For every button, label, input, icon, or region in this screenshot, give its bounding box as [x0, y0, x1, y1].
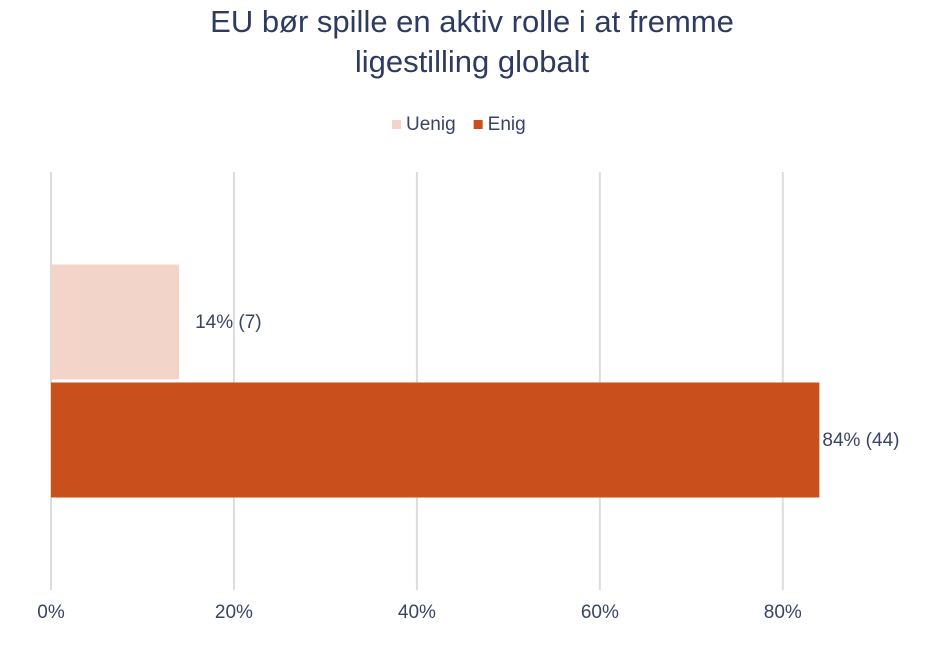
bar [51, 264, 180, 380]
legend-label: Uenig [406, 114, 456, 135]
x-tick-label: 20% [215, 602, 253, 623]
legend-swatch [473, 120, 483, 129]
legend-swatch [392, 120, 401, 129]
x-tick-label: 80% [764, 602, 802, 623]
x-tick-label: 40% [398, 602, 436, 623]
legend-label: Enig [488, 114, 526, 135]
x-tick-label: 60% [581, 602, 619, 623]
data-label: 14% (7) [195, 312, 262, 333]
data-label: 84% (44) [822, 430, 899, 451]
chart-title: EU bør spille en aktiv rolle i at fremme… [210, 4, 734, 79]
bar [51, 382, 820, 498]
x-tick-label: 0% [37, 602, 65, 623]
